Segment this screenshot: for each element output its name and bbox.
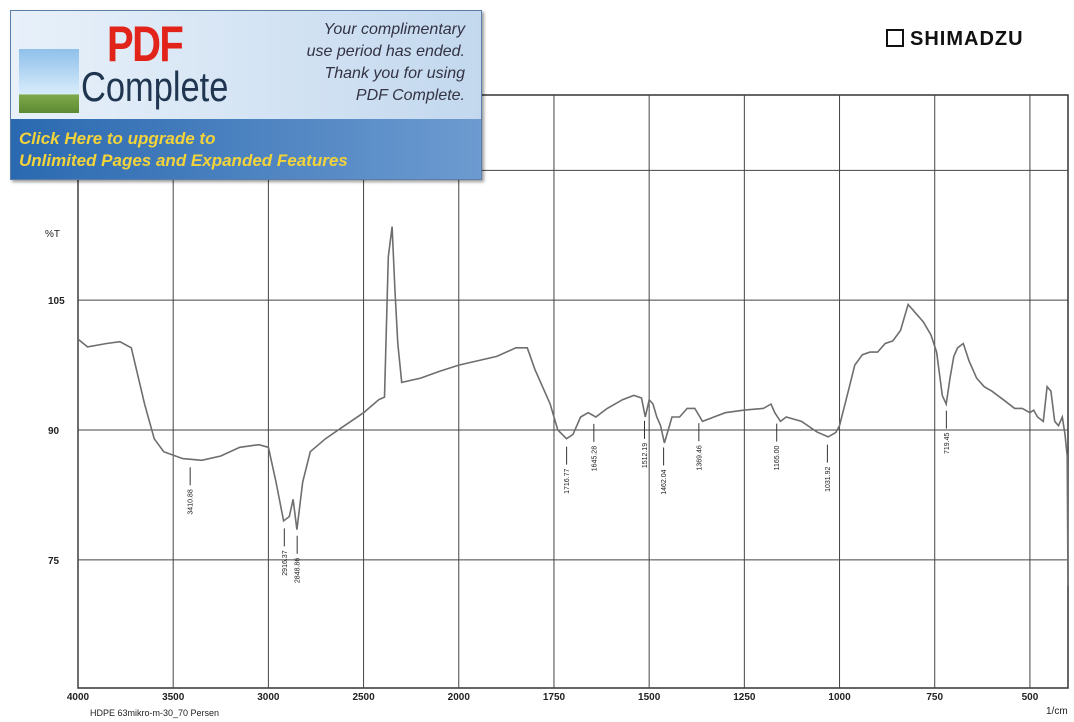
upgrade-banner[interactable]: PDF Complete Your complimentary use peri… bbox=[10, 10, 482, 180]
upgrade-line: Click Here to upgrade to bbox=[19, 128, 348, 150]
logo-mark bbox=[886, 29, 904, 47]
x-tick-label: 1750 bbox=[543, 692, 566, 703]
banner-icon bbox=[19, 49, 79, 113]
upgrade-line: Unlimited Pages and Expanded Features bbox=[19, 150, 348, 172]
peak-label: 1462.04 bbox=[661, 469, 668, 494]
banner-header: PDF Complete Your complimentary use peri… bbox=[11, 11, 481, 119]
notice-line: Your complimentary bbox=[307, 19, 465, 41]
x-tick-label: 4000 bbox=[67, 692, 90, 703]
notice-line: use period has ended. bbox=[307, 41, 465, 63]
peak-label: 1369.46 bbox=[696, 445, 703, 470]
logo-text: SHIMADZU bbox=[910, 28, 1024, 50]
x-tick-label: 2000 bbox=[448, 692, 471, 703]
peak-label: 1165.00 bbox=[774, 446, 781, 471]
x-tick-label: 3500 bbox=[162, 692, 185, 703]
upgrade-text: Click Here to upgrade to Unlimited Pages… bbox=[19, 128, 348, 172]
x-tick-label: 1500 bbox=[638, 692, 661, 703]
peak-label: 1716.77 bbox=[564, 469, 571, 494]
x-tick-label: 2500 bbox=[352, 692, 375, 703]
peak-label: 1512.19 bbox=[642, 443, 649, 468]
notice: Your complimentary use period has ended.… bbox=[307, 19, 465, 107]
x-tick-label: 1000 bbox=[828, 692, 851, 703]
upgrade-link[interactable]: Click Here to upgrade to Unlimited Pages… bbox=[11, 119, 481, 179]
notice-line: PDF Complete. bbox=[307, 85, 465, 107]
y-tick-label: 75 bbox=[48, 556, 60, 567]
peak-label: 719.45 bbox=[944, 433, 951, 455]
logo: SHIMADZU bbox=[886, 28, 1024, 51]
peak-label: 2848.86 bbox=[295, 558, 302, 583]
peak-label: 1645.28 bbox=[591, 446, 598, 471]
page: %T 1/cm HDPE 63mikro-m-30_70 Persen 4000… bbox=[0, 0, 1074, 722]
x-tick-label: 500 bbox=[1022, 692, 1039, 703]
caption: HDPE 63mikro-m-30_70 Persen bbox=[90, 708, 219, 718]
spectrum-line bbox=[78, 227, 1068, 586]
peak-label: 2916.37 bbox=[282, 550, 289, 575]
x-tick-label: 1250 bbox=[733, 692, 756, 703]
plot-frame bbox=[78, 95, 1068, 688]
x-tick-label: 3000 bbox=[257, 692, 280, 703]
peak-label: 1031.92 bbox=[825, 467, 832, 492]
brand-bottom: Complete bbox=[81, 63, 228, 111]
x-tick-label: 750 bbox=[926, 692, 943, 703]
y-tick-label: 90 bbox=[48, 426, 60, 437]
x-axis-label: 1/cm bbox=[1046, 706, 1068, 717]
notice-line: Thank you for using bbox=[307, 63, 465, 85]
peak-label: 3410.88 bbox=[188, 489, 195, 514]
y-tick-label: 105 bbox=[48, 296, 65, 307]
y-axis-label: %T bbox=[45, 229, 60, 240]
